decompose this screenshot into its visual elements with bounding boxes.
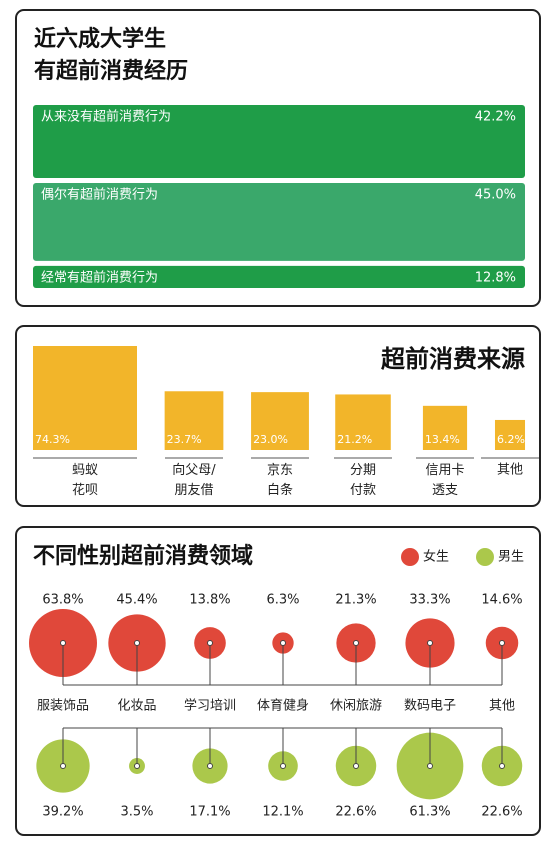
value-label: 12.1% xyxy=(262,805,303,820)
value-label: 45.0% xyxy=(475,188,516,203)
value-label: 14.6% xyxy=(481,593,522,608)
value-label: 61.3% xyxy=(409,805,450,820)
center-dot xyxy=(134,640,140,646)
value-label: 42.2% xyxy=(475,110,516,125)
category-label: 服装饰品 xyxy=(37,699,89,714)
legend-label: 男生 xyxy=(498,550,524,565)
category-label: 数码电子 xyxy=(404,699,456,714)
center-dot xyxy=(134,763,140,769)
category-label: 偶尔有超前消费行为 xyxy=(41,187,158,203)
category-label: 京东白条 xyxy=(267,463,293,498)
category-label: 信用卡透支 xyxy=(425,463,464,498)
value-label: 3.5% xyxy=(120,805,153,820)
category-label: 从来没有超前消费行为 xyxy=(41,109,171,125)
value-label: 17.1% xyxy=(189,805,230,820)
category-label: 分期付款 xyxy=(350,463,376,498)
category-label: 向父母/朋友借 xyxy=(172,462,216,498)
center-dot xyxy=(353,763,359,769)
category-label: 经常有超前消费行为 xyxy=(41,269,158,285)
value-label: 22.6% xyxy=(335,805,376,820)
legend-marker xyxy=(401,548,419,566)
category-label: 其他 xyxy=(489,699,515,714)
bar xyxy=(422,405,468,450)
value-label: 45.4% xyxy=(116,593,157,608)
value-label: 13.8% xyxy=(189,593,230,608)
value-label: 39.2% xyxy=(42,805,83,820)
chart-title: 超前消费来源 xyxy=(381,345,525,373)
value-label: 6.2% xyxy=(497,433,525,446)
center-dot xyxy=(60,640,66,646)
center-dot xyxy=(60,763,66,769)
chart-title: 不同性别超前消费领域 xyxy=(33,543,253,569)
value-label: 6.3% xyxy=(266,593,299,608)
value-label: 33.3% xyxy=(409,593,450,608)
center-dot xyxy=(427,763,433,769)
value-label: 22.6% xyxy=(481,805,522,820)
bar xyxy=(33,105,525,179)
bar xyxy=(33,346,137,450)
category-label: 学习培训 xyxy=(184,698,236,714)
value-label: 63.8% xyxy=(42,593,83,608)
category-label: 蚂蚁花呗 xyxy=(72,463,98,498)
center-dot xyxy=(353,640,359,646)
legend-label: 女生 xyxy=(423,549,449,565)
category-label: 体育健身 xyxy=(257,698,309,714)
value-label: 21.3% xyxy=(335,593,376,608)
legend-marker xyxy=(476,548,494,566)
bar xyxy=(494,419,526,450)
bar xyxy=(335,394,391,450)
chart-title: 近六成大学生有超前消费经历 xyxy=(34,26,188,84)
center-dot xyxy=(499,763,505,769)
bar xyxy=(251,392,309,450)
bar xyxy=(164,391,224,450)
center-dot xyxy=(499,640,505,646)
value-label: 23.0% xyxy=(253,433,288,446)
center-dot xyxy=(207,763,213,769)
center-dot xyxy=(280,640,286,646)
value-label: 13.4% xyxy=(425,433,460,446)
center-dot xyxy=(207,640,213,646)
value-label: 12.8% xyxy=(475,270,516,285)
bar xyxy=(33,183,525,261)
value-label: 74.3% xyxy=(35,433,70,446)
category-label: 休闲旅游 xyxy=(330,699,382,714)
value-label: 21.2% xyxy=(337,433,372,446)
category-label: 其他 xyxy=(497,463,523,478)
category-label: 化妆品 xyxy=(117,699,156,714)
panel xyxy=(15,526,541,836)
center-dot xyxy=(280,763,286,769)
center-dot xyxy=(427,640,433,646)
bar xyxy=(33,265,525,288)
value-label: 23.7% xyxy=(167,433,202,446)
